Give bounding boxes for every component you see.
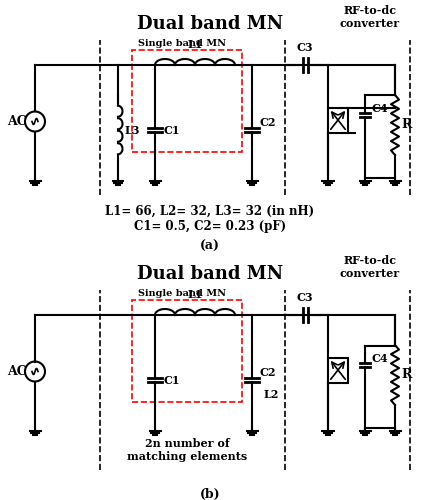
Text: (a): (a) (200, 240, 220, 253)
Text: R: R (401, 368, 411, 382)
Text: Dual band MN: Dual band MN (137, 265, 283, 283)
Text: Dual band MN: Dual band MN (137, 15, 283, 33)
Text: C1: C1 (163, 124, 179, 136)
Text: C4: C4 (372, 102, 388, 114)
Bar (328, 358, 348, 382)
Bar (132, 300, 242, 402)
Text: RF-to-dc
converter: RF-to-dc converter (340, 255, 400, 279)
Text: C3: C3 (297, 292, 313, 303)
Text: 2n number of
matching elements: 2n number of matching elements (127, 438, 247, 462)
Text: C4: C4 (372, 352, 388, 364)
Text: C3: C3 (297, 42, 313, 53)
Text: (b): (b) (200, 488, 220, 500)
Text: AC: AC (7, 365, 27, 378)
Text: L3: L3 (125, 124, 141, 136)
Text: L1: L1 (187, 39, 203, 50)
Text: RF-to-dc
converter: RF-to-dc converter (340, 5, 400, 29)
Text: L2: L2 (264, 390, 279, 400)
Text: Single band MN: Single band MN (138, 39, 226, 48)
Text: C1: C1 (163, 374, 179, 386)
Text: R: R (401, 118, 411, 132)
Text: C2: C2 (259, 366, 275, 378)
Bar (328, 108, 348, 132)
Text: L1: L1 (187, 289, 203, 300)
Text: L1= 66, L2= 32, L3= 32 (in nH)
C1= 0.5, C2= 0.23 (pF): L1= 66, L2= 32, L3= 32 (in nH) C1= 0.5, … (105, 205, 314, 233)
Text: Single band MN: Single band MN (138, 289, 226, 298)
Text: C2: C2 (259, 116, 275, 128)
Bar (132, 50, 242, 152)
Text: AC: AC (7, 115, 27, 128)
